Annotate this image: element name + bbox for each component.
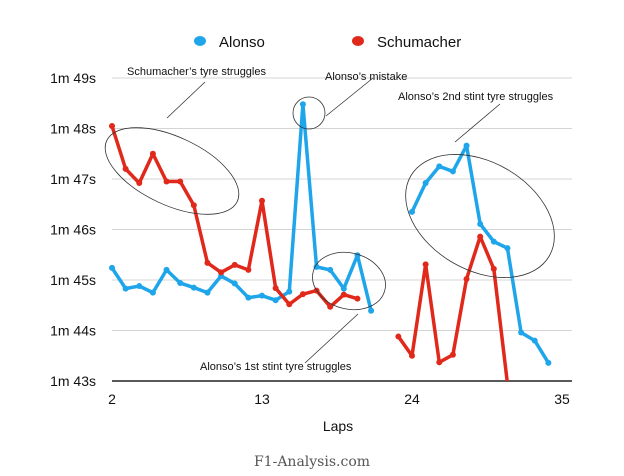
data-point <box>286 288 293 295</box>
gridlines <box>112 77 572 382</box>
data-point <box>477 220 484 227</box>
data-point <box>422 261 429 268</box>
data-point <box>409 208 415 215</box>
annotation-pointer <box>325 77 374 117</box>
annotations: Schumacher’s tyre struggles Alonso’s mis… <box>104 66 555 373</box>
x-axis-label: Laps <box>323 418 353 434</box>
data-point <box>436 359 443 366</box>
data-point <box>313 263 320 270</box>
data-point <box>340 291 347 298</box>
annotation-pointer <box>304 313 359 364</box>
data-point <box>204 289 211 296</box>
legend-marker-alonso <box>194 36 206 46</box>
y-tick-label: 1m 49s <box>50 70 96 86</box>
data-point <box>505 380 510 381</box>
x-tick-label: 24 <box>404 391 420 407</box>
data-point <box>327 266 334 273</box>
data-point <box>518 329 525 336</box>
legend: Alonso Schumacher <box>194 34 461 51</box>
data-point <box>190 284 197 291</box>
data-point <box>218 269 225 276</box>
series-lines <box>109 101 552 381</box>
data-point <box>327 303 334 310</box>
data-point <box>245 294 252 301</box>
annotation-circle-mistake <box>292 96 326 130</box>
y-tick-label: 1m 44s <box>50 323 96 339</box>
data-point <box>409 352 415 359</box>
series-line <box>396 234 509 381</box>
data-point <box>286 301 293 308</box>
data-point <box>163 178 170 185</box>
y-tick-label: 1m 46s <box>50 222 96 238</box>
y-tick-label: 1m 43s <box>50 373 96 389</box>
x-tick-label: 2 <box>108 391 116 407</box>
x-tick-label: 35 <box>554 391 570 407</box>
annotation-pointer <box>454 103 501 143</box>
series-schumacher <box>109 122 510 381</box>
legend-label-schumacher: Schumacher <box>377 34 461 51</box>
data-point <box>449 168 456 175</box>
footer-watermark: F1-Analysis.com <box>254 454 370 470</box>
data-point <box>259 197 265 204</box>
y-axis-ticks: 1m 43s 1m 44s 1m 45s 1m 46s 1m 47s 1m 48s 1m 4… <box>50 70 96 389</box>
data-point <box>490 265 497 272</box>
data-point <box>463 142 470 149</box>
data-point <box>463 275 470 282</box>
data-point <box>109 122 115 129</box>
data-point <box>149 150 156 157</box>
data-point <box>272 297 279 304</box>
data-point <box>490 238 497 245</box>
data-point <box>436 163 443 170</box>
annotation-alonso-1st-stint: Alonso’s 1st stint tyre struggles <box>200 361 352 373</box>
data-point <box>136 180 143 187</box>
x-tick-label: 13 <box>254 391 270 407</box>
data-point <box>340 285 347 292</box>
data-point <box>190 202 197 209</box>
series-alonso <box>109 101 552 366</box>
annotation-circle-1st-stint <box>312 251 386 311</box>
data-point <box>204 259 211 266</box>
data-point <box>109 264 115 271</box>
data-point <box>299 291 306 298</box>
x-axis-ticks: 2 13 24 35 <box>108 391 570 407</box>
data-point <box>177 280 184 287</box>
data-point <box>449 351 456 358</box>
annotation-alonso-2nd-stint: Alonso’s 2nd stint tyre struggles <box>398 91 554 103</box>
data-point <box>545 359 552 366</box>
annotation-circle-2nd-stint <box>405 154 555 278</box>
data-point <box>122 285 129 292</box>
data-point <box>259 292 265 299</box>
annotation-alonso-mistake: Alonso’s mistake <box>325 71 407 83</box>
y-tick-label: 1m 47s <box>50 171 96 187</box>
data-point <box>149 289 156 296</box>
data-point <box>136 283 143 290</box>
legend-label-alonso: Alonso <box>219 34 265 51</box>
annotation-circle-schumacher <box>104 127 240 215</box>
data-point <box>122 165 129 172</box>
data-point <box>231 280 238 287</box>
data-point <box>531 337 538 344</box>
data-point <box>177 178 184 185</box>
y-tick-label: 1m 45s <box>50 272 96 288</box>
data-point <box>245 266 252 273</box>
data-point <box>477 233 484 240</box>
annotation-schumacher-tyre: Schumacher’s tyre struggles <box>127 66 266 78</box>
data-point <box>163 266 170 273</box>
data-point <box>231 261 238 268</box>
data-point <box>299 101 306 108</box>
data-point <box>272 285 279 292</box>
legend-marker-schumacher <box>352 36 364 46</box>
annotation-pointer <box>166 81 206 119</box>
y-tick-label: 1m 48s <box>50 121 96 137</box>
data-point <box>504 245 511 252</box>
data-point <box>368 307 375 314</box>
data-point <box>422 180 429 187</box>
data-point <box>395 333 402 340</box>
data-point <box>354 295 361 302</box>
